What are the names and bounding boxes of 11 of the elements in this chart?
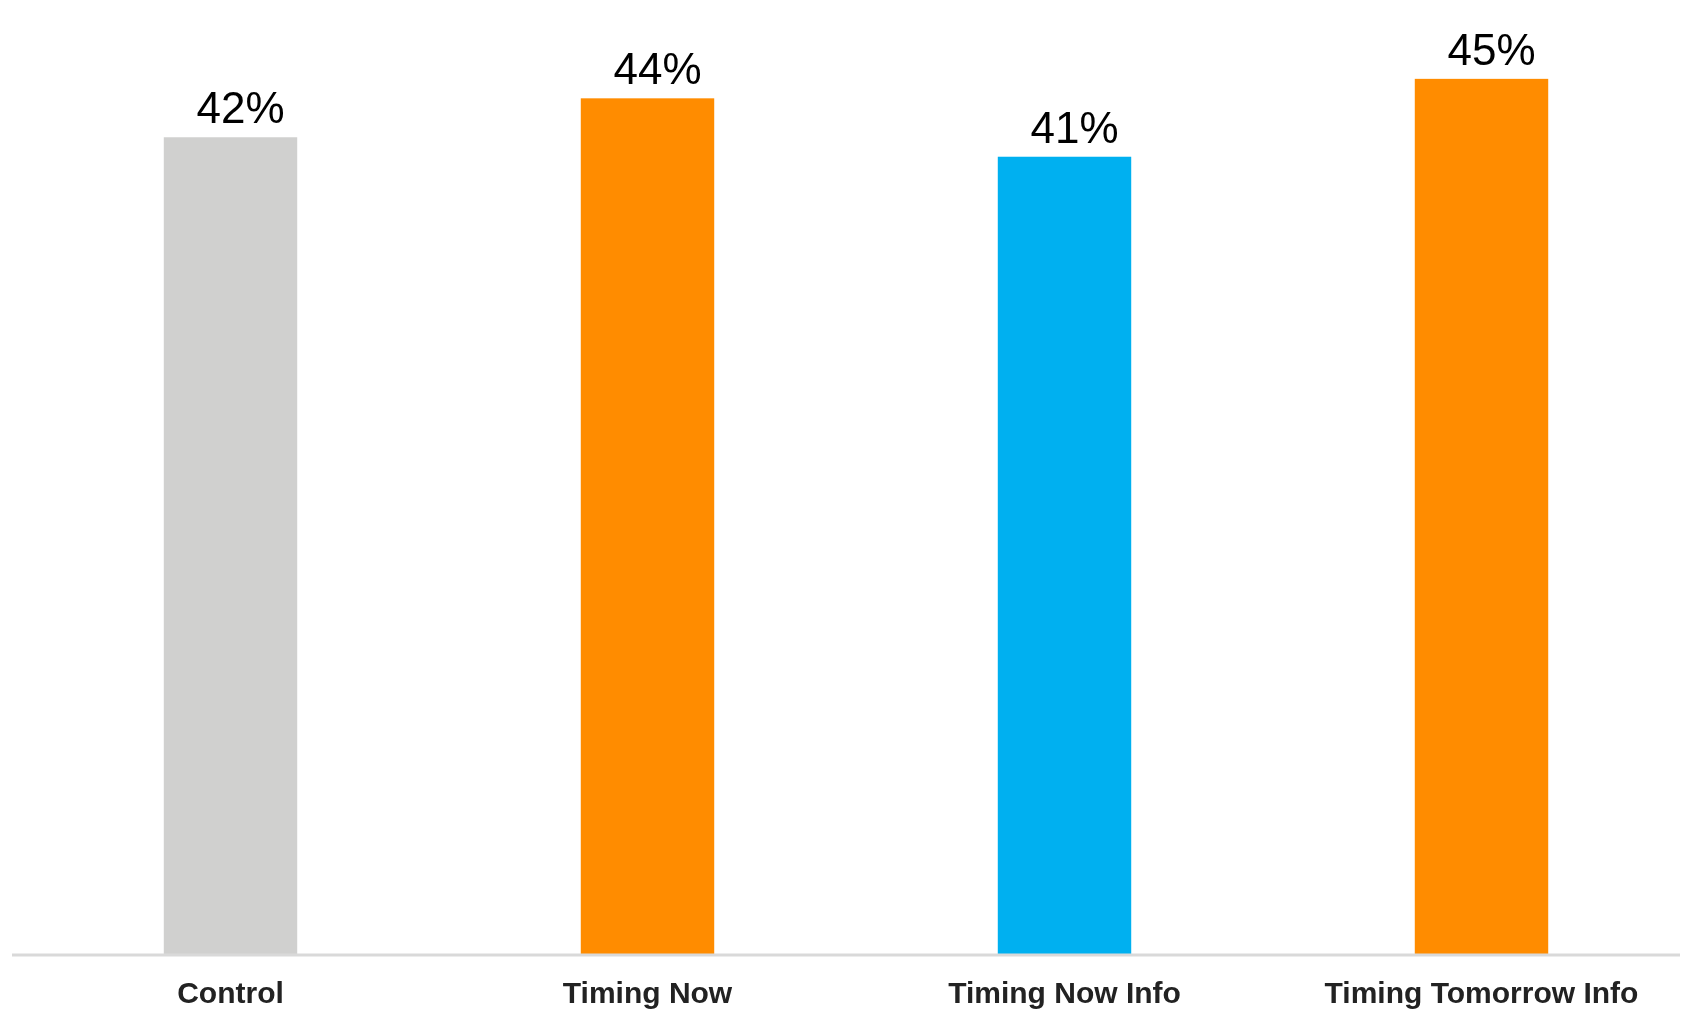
data-label: 42% xyxy=(196,83,285,133)
x-tick-label: Control xyxy=(177,976,284,1009)
bar xyxy=(997,156,1132,955)
x-tick-label: Timing Now xyxy=(562,976,733,1009)
data-label: 41% xyxy=(1030,102,1119,152)
bar xyxy=(580,98,715,955)
x-tick-label: Timing Now Info xyxy=(948,976,1181,1009)
bar xyxy=(1414,78,1549,955)
data-label: 45% xyxy=(1447,24,1536,74)
data-label: 44% xyxy=(613,44,702,94)
x-tick-label: Timing Tomorrow Info xyxy=(1324,976,1639,1009)
